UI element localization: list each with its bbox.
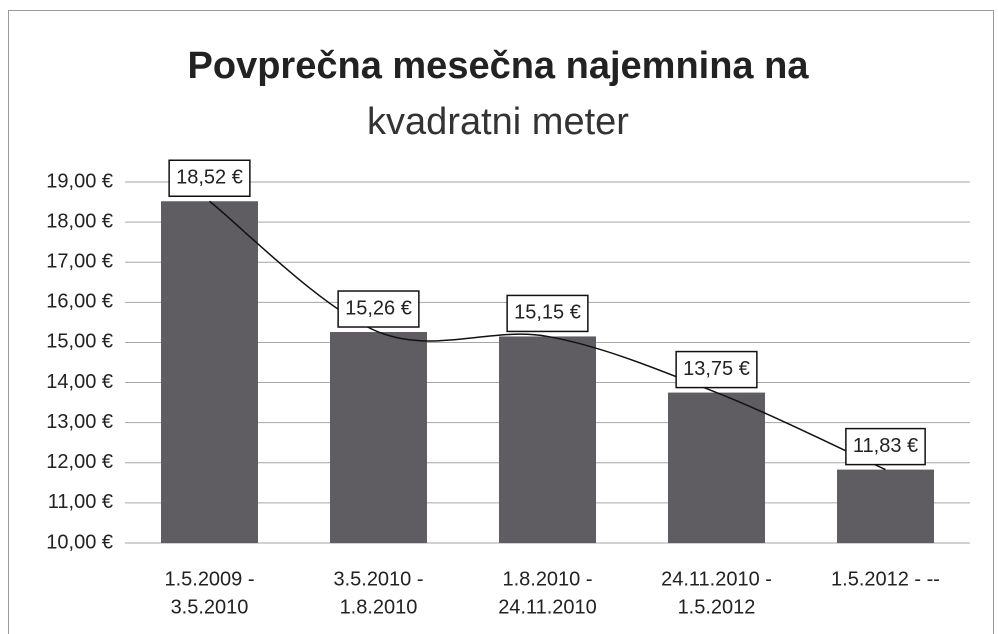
x-tick-label: 1.8.2010 - <box>502 568 592 590</box>
y-tick-label: 15,00 € <box>46 331 113 353</box>
x-tick-label: 3.5.2010 <box>171 596 249 618</box>
data-label: 18,52 € <box>176 167 243 189</box>
y-tick-label: 14,00 € <box>46 371 113 393</box>
bar <box>161 201 258 543</box>
data-label: 15,26 € <box>345 297 412 319</box>
bar <box>837 469 934 543</box>
data-label: 11,83 € <box>853 435 918 457</box>
data-label-box <box>168 159 251 198</box>
data-label-box <box>337 290 420 328</box>
data-label: 15,15 € <box>514 302 581 324</box>
bar <box>499 336 596 543</box>
y-tick-label: 16,00 € <box>46 291 113 313</box>
x-tick-label: 24.11.2010 - <box>661 568 772 590</box>
data-label-box <box>506 294 589 333</box>
data-label: 13,75 € <box>683 358 750 380</box>
data-label-box <box>675 350 758 389</box>
y-tick-label: 11,00 € <box>48 491 113 513</box>
data-label-box <box>845 427 926 466</box>
y-tick-label: 19,00 € <box>46 170 113 192</box>
x-tick-label: 3.5.2010 - <box>333 568 423 590</box>
y-tick-label: 18,00 € <box>46 210 113 232</box>
y-tick-label: 12,00 € <box>46 451 113 473</box>
x-tick-label: 1.5.2012 - -- <box>831 568 940 590</box>
x-tick-label: 24.11.2010 <box>498 596 597 618</box>
y-tick-label: 13,00 € <box>46 411 113 433</box>
y-tick-label: 10,00 € <box>46 531 113 553</box>
bar <box>668 392 765 543</box>
chart-title: Povprečna mesečna najemnina na <box>188 45 810 87</box>
x-tick-label: 1.5.2009 - <box>164 568 254 590</box>
trendline <box>209 200 886 471</box>
bar <box>330 332 427 543</box>
x-tick-label: 1.5.2012 <box>678 596 756 618</box>
chart-subtitle: kvadratni meter <box>367 101 629 143</box>
x-tick-label: 1.8.2010 <box>340 596 418 618</box>
y-tick-label: 17,00 € <box>46 251 113 273</box>
